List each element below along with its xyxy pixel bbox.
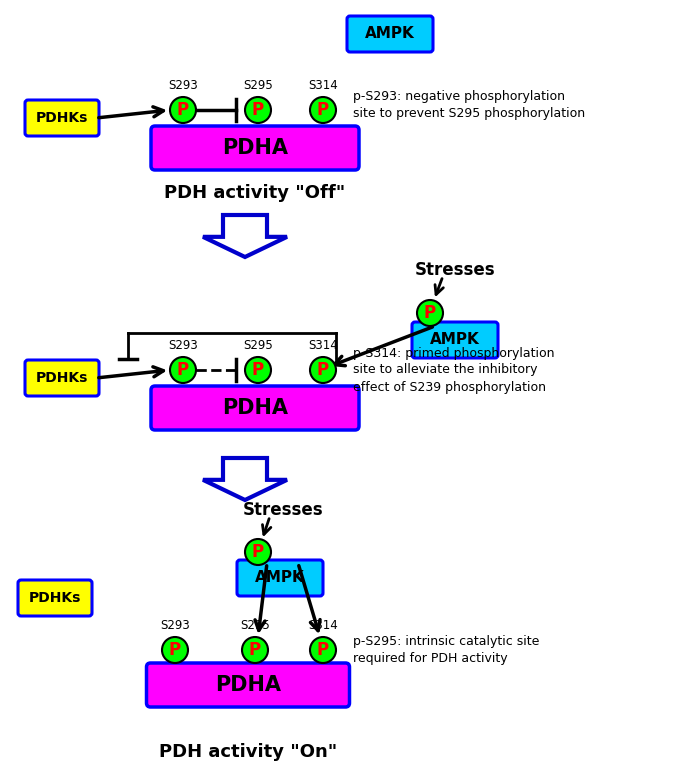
Polygon shape (203, 458, 287, 500)
Text: S314: S314 (308, 339, 338, 352)
Text: P: P (317, 641, 329, 659)
FancyBboxPatch shape (151, 126, 359, 170)
Text: S295: S295 (243, 79, 273, 92)
Text: P: P (424, 304, 436, 322)
Text: P: P (177, 361, 189, 379)
Text: p-S295: intrinsic catalytic site
required for PDH activity: p-S295: intrinsic catalytic site require… (353, 635, 539, 665)
Circle shape (162, 637, 188, 663)
Text: P: P (252, 361, 264, 379)
Text: AMPK: AMPK (365, 27, 415, 41)
Text: p-S293: negative phosphorylation
site to prevent S295 phosphorylation: p-S293: negative phosphorylation site to… (353, 90, 585, 120)
FancyBboxPatch shape (347, 16, 433, 52)
Circle shape (310, 637, 336, 663)
Polygon shape (203, 215, 287, 257)
Text: p-S314: primed phosphorylation
site to alleviate the inhibitory
effect of S239 p: p-S314: primed phosphorylation site to a… (353, 347, 555, 394)
Text: PDHKs: PDHKs (36, 111, 88, 125)
Text: P: P (317, 361, 329, 379)
Text: PDHA: PDHA (215, 675, 281, 695)
Text: S293: S293 (160, 619, 190, 632)
Text: S293: S293 (168, 79, 198, 92)
Text: PDHKs: PDHKs (36, 371, 88, 385)
Text: S314: S314 (308, 79, 338, 92)
Circle shape (310, 357, 336, 383)
Circle shape (242, 637, 268, 663)
Text: P: P (252, 543, 264, 561)
Circle shape (310, 97, 336, 123)
Circle shape (417, 300, 443, 326)
Text: PDHKs: PDHKs (28, 591, 81, 605)
FancyBboxPatch shape (18, 580, 92, 616)
Text: S295: S295 (240, 619, 270, 632)
FancyBboxPatch shape (237, 560, 323, 596)
Circle shape (245, 539, 271, 565)
FancyBboxPatch shape (25, 360, 99, 396)
Text: PDH activity "On": PDH activity "On" (159, 743, 337, 761)
FancyBboxPatch shape (412, 322, 498, 358)
Text: AMPK: AMPK (255, 571, 305, 586)
Text: AMPK: AMPK (430, 333, 480, 348)
FancyBboxPatch shape (25, 100, 99, 136)
Circle shape (170, 97, 196, 123)
Text: S295: S295 (243, 339, 273, 352)
Text: P: P (317, 101, 329, 119)
Circle shape (170, 357, 196, 383)
Circle shape (245, 97, 271, 123)
Text: PDHA: PDHA (222, 138, 288, 158)
Text: PDH activity "Off": PDH activity "Off" (165, 184, 345, 202)
Circle shape (245, 357, 271, 383)
FancyBboxPatch shape (147, 663, 350, 707)
Text: P: P (177, 101, 189, 119)
Text: S293: S293 (168, 339, 198, 352)
Text: P: P (252, 101, 264, 119)
Text: PDHA: PDHA (222, 398, 288, 418)
Text: Stresses: Stresses (415, 261, 496, 279)
Text: Stresses: Stresses (243, 501, 323, 519)
FancyBboxPatch shape (151, 386, 359, 430)
Text: P: P (249, 641, 261, 659)
Text: S314: S314 (308, 619, 338, 632)
Text: P: P (169, 641, 181, 659)
